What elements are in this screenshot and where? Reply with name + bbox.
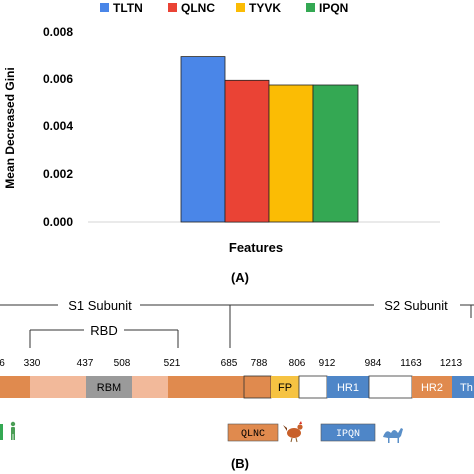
rbd-bracket: RBD <box>29 322 179 348</box>
position-521: 521 <box>164 358 181 369</box>
rbd-label-bg <box>84 322 124 338</box>
domain-rbd-right <box>132 376 168 398</box>
position-labels: 6 330 437 508 521 685 788 806 912 984 11… <box>0 358 463 369</box>
legend-swatch-qlnc <box>168 3 177 12</box>
position-806: 806 <box>289 358 306 369</box>
legend-swatch-tltn <box>100 3 109 12</box>
bar-ipqn <box>312 84 359 223</box>
position-508: 508 <box>114 358 131 369</box>
motif-markers: QLNC IPQN <box>0 421 403 443</box>
legend-label-ipqn: IPQN <box>319 1 348 15</box>
motif-tag-ipqn-label: IPQN <box>336 429 360 440</box>
position-437: 437 <box>77 358 94 369</box>
panel-label-a: (A) <box>231 270 249 285</box>
camel-icon <box>383 428 403 443</box>
domain-s2-start <box>243 375 272 399</box>
domain-sd1 <box>168 376 244 398</box>
position-1163: 1163 <box>400 358 422 369</box>
y-tick-label-3: 0.006 <box>43 72 73 86</box>
domain-ntd <box>0 376 30 398</box>
position-6: 6 <box>0 358 5 369</box>
domain-label-hr2: HR2 <box>421 382 443 394</box>
position-912: 912 <box>319 358 336 369</box>
domain-label-fp: FP <box>278 382 292 394</box>
domain-fp <box>271 376 299 398</box>
legend-label-tyvk: TYVK <box>249 1 281 15</box>
domain-label-tm: Th <box>460 382 473 394</box>
bar-qlnc <box>224 79 270 223</box>
domain-rbm <box>86 376 132 398</box>
domain-label-rbm: RBM <box>97 382 121 394</box>
domain-hr2 <box>412 376 452 398</box>
s1-subunit-label: S1 Subunit <box>68 298 132 313</box>
motif-tag-ipqn <box>320 423 376 442</box>
domain-gap-2 <box>368 375 413 399</box>
y-tick-label-2: 0.004 <box>43 119 73 133</box>
legend: TLTN QLNC TYVK IPQN <box>100 1 348 15</box>
x-axis-label: Features <box>229 240 283 255</box>
bar-tyvk <box>268 84 314 223</box>
domain-gap-1 <box>298 375 328 399</box>
y-tick-label-0: 0.000 <box>43 215 73 229</box>
motif-tag-qlnc <box>227 423 279 442</box>
human-icon <box>10 421 16 440</box>
legend-swatch-tyvk <box>236 3 245 12</box>
y-tick-label-4: 0.008 <box>43 25 73 39</box>
position-1213: 1213 <box>440 358 463 369</box>
y-axis-label: Mean Decreased Gini <box>3 67 17 188</box>
position-788: 788 <box>251 358 268 369</box>
domain-hr1 <box>327 376 369 398</box>
legend-label-tltn: TLTN <box>113 1 143 15</box>
left-green-marker <box>0 424 3 440</box>
domain-label-hr1: HR1 <box>337 382 359 394</box>
position-685: 685 <box>221 358 238 369</box>
panel-label-b: (B) <box>231 456 249 471</box>
legend-label-qlnc: QLNC <box>181 1 215 15</box>
domain-tm <box>452 376 474 398</box>
domain-bar: RBM FP HR1 HR2 Th <box>0 375 474 399</box>
s1-label-bg <box>58 296 140 312</box>
domain-rbd-left <box>30 376 86 398</box>
spike-diagram-panel: S1 Subunit S2 Subunit RBD 6 330 437 508 … <box>0 296 474 471</box>
position-330: 330 <box>24 358 41 369</box>
s2-subunit-label: S2 Subunit <box>384 298 448 313</box>
motif-tag-qlnc-label: QLNC <box>241 429 265 440</box>
legend-swatch-ipqn <box>306 3 315 12</box>
bars <box>180 56 359 223</box>
position-984: 984 <box>365 358 382 369</box>
y-tick-label-1: 0.002 <box>43 167 73 181</box>
bar-tltn <box>180 56 226 223</box>
bar-chart-panel: TLTN QLNC TYVK IPQN 0.000 0.002 0.004 0.… <box>3 1 440 285</box>
y-grid-and-ticks: 0.000 0.002 0.004 0.006 0.008 <box>43 25 73 229</box>
rooster-icon <box>283 421 303 443</box>
rbd-label: RBD <box>90 323 117 338</box>
s2-label-bg <box>374 296 460 312</box>
